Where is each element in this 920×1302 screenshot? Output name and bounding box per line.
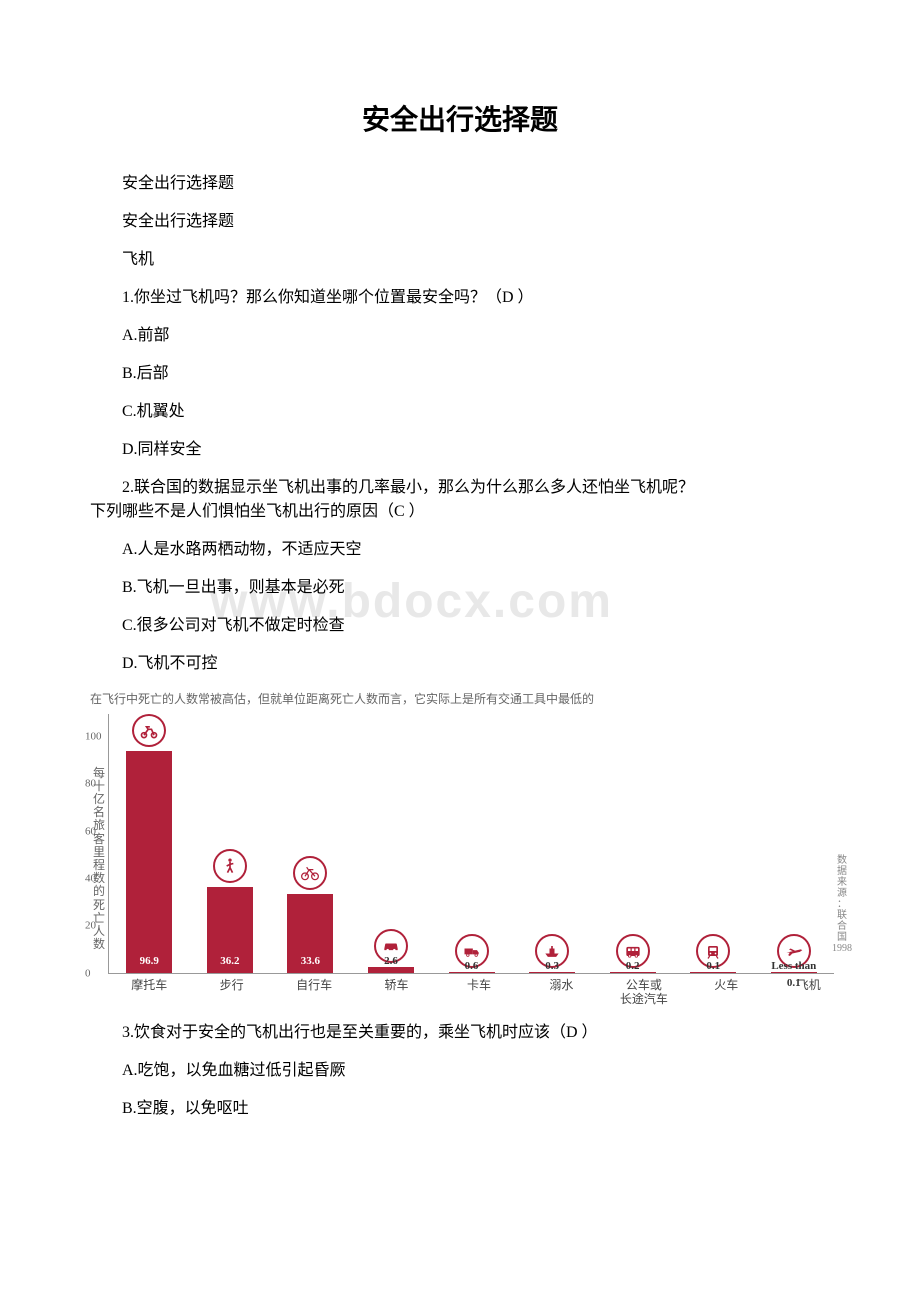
- question-1: 1.你坐过飞机吗？那么你知道坐哪个位置最安全吗？（D ）: [90, 286, 830, 310]
- chart-caption: 在飞行中死亡的人数常被高估，但就单位距离死亡人数而言，它实际上是所有交通工具中最…: [90, 690, 850, 708]
- ytick: 0: [85, 965, 91, 982]
- option-1b: B.后部: [90, 362, 830, 386]
- source-char: 合: [837, 921, 847, 932]
- bar: Less than 0.1: [771, 972, 817, 973]
- bar-value: Less than 0.1: [771, 958, 817, 991]
- ytick: 40: [85, 870, 96, 887]
- bar: 0.6: [449, 972, 495, 973]
- source-char: 来: [837, 877, 847, 888]
- chart-plot: 96.9 36.2 33.6 2.6 0.6 0.3 0.2 0.1 Less than 0.1…: [108, 714, 834, 974]
- chart-source: 数据来源：联合国1998: [834, 714, 850, 974]
- option-3a: A.吃饱，以免血糖过低引起昏厥: [90, 1059, 830, 1083]
- bar: 0.3: [529, 972, 575, 973]
- yaxis-char: 数: [93, 938, 105, 951]
- bar-column: Less than 0.1: [754, 714, 835, 973]
- bar-value: 0.3: [529, 958, 575, 975]
- source-char: 联: [837, 910, 847, 921]
- bar: 0.1: [690, 972, 736, 973]
- question-2-line1: 2.联合国的数据显示坐飞机出事的几率最小，那么为什么那么多人还怕坐飞机呢？: [90, 476, 830, 500]
- xaxis-label: 公车或长途汽车: [603, 978, 685, 1007]
- bar-column: 2.6: [351, 714, 432, 973]
- bar: 0.2: [610, 972, 656, 973]
- bar: 36.2: [207, 887, 253, 973]
- option-2c: C.很多公司对飞机不做定时检查: [90, 614, 830, 638]
- bar-column: 96.9: [109, 714, 190, 973]
- option-1d: D.同样安全: [90, 438, 830, 462]
- source-char: 源: [837, 888, 847, 899]
- xaxis-label: 摩托车: [108, 978, 190, 1007]
- xaxis-label: 溺水: [520, 978, 602, 1007]
- bar-column: 0.3: [512, 714, 593, 973]
- bar-value: 96.9: [126, 953, 172, 970]
- bar-column: 0.6: [431, 714, 512, 973]
- option-2a: A.人是水路两栖动物，不适应天空: [90, 538, 830, 562]
- source-char: 据: [837, 866, 847, 877]
- source-char: ：: [837, 899, 847, 910]
- yaxis-char: 的: [93, 885, 105, 898]
- xaxis-label: 轿车: [355, 978, 437, 1007]
- source-char: 1998: [832, 943, 852, 954]
- bar-value: 36.2: [207, 953, 253, 970]
- option-2b: B.飞机一旦出事，则基本是必死: [90, 576, 830, 600]
- bar-value: 0.6: [449, 958, 495, 975]
- option-3b: B.空腹，以免呕吐: [90, 1097, 830, 1121]
- walk-icon: [213, 849, 247, 883]
- yaxis-label: 每十亿名旅客里程数的死亡人数: [90, 714, 108, 974]
- option-2d: D.飞机不可控: [90, 652, 830, 676]
- bar-value: 0.1: [690, 958, 736, 975]
- ytick: 80: [85, 776, 96, 793]
- ytick: 20: [85, 917, 96, 934]
- deaths-chart: 在飞行中死亡的人数常被高估，但就单位距离死亡人数而言，它实际上是所有交通工具中最…: [90, 690, 850, 1007]
- bar: 33.6: [287, 894, 333, 973]
- motorcycle-icon: [132, 714, 166, 747]
- xaxis-label: 步行: [190, 978, 272, 1007]
- bicycle-icon: [293, 856, 327, 890]
- xaxis-label: 自行车: [273, 978, 355, 1007]
- yaxis-char: 死: [93, 899, 105, 912]
- bar-value: 33.6: [287, 953, 333, 970]
- text-line: 安全出行选择题: [90, 210, 830, 234]
- bar-column: 36.2: [190, 714, 271, 973]
- bar-column: 0.2: [592, 714, 673, 973]
- xaxis-label: 火车: [685, 978, 767, 1007]
- ytick: 100: [85, 728, 102, 745]
- option-1c: C.机翼处: [90, 400, 830, 424]
- source-char: 国: [837, 932, 847, 943]
- text-line: 飞机: [90, 248, 830, 272]
- xaxis-label: 卡车: [438, 978, 520, 1007]
- xaxis: 摩托车步行自行车轿车卡车溺水公车或长途汽车火车飞机: [108, 978, 850, 1007]
- bar-column: 0.1: [673, 714, 754, 973]
- bar-value: 0.2: [610, 958, 656, 975]
- bar-column: 33.6: [270, 714, 351, 973]
- ytick: 60: [85, 823, 96, 840]
- text-line: 安全出行选择题: [90, 172, 830, 196]
- question-2-line2: 下列哪些不是人们惧怕坐飞机出行的原因（C ）: [90, 500, 830, 524]
- bar: 2.6: [368, 967, 414, 973]
- option-1a: A.前部: [90, 324, 830, 348]
- page-title: 安全出行选择题: [90, 100, 830, 142]
- question-3: 3.饮食对于安全的飞机出行也是至关重要的，乘坐飞机时应该（D ）: [90, 1021, 830, 1045]
- bar: 96.9: [126, 751, 172, 973]
- source-char: 数: [837, 855, 847, 866]
- bar-value: 2.6: [368, 953, 414, 970]
